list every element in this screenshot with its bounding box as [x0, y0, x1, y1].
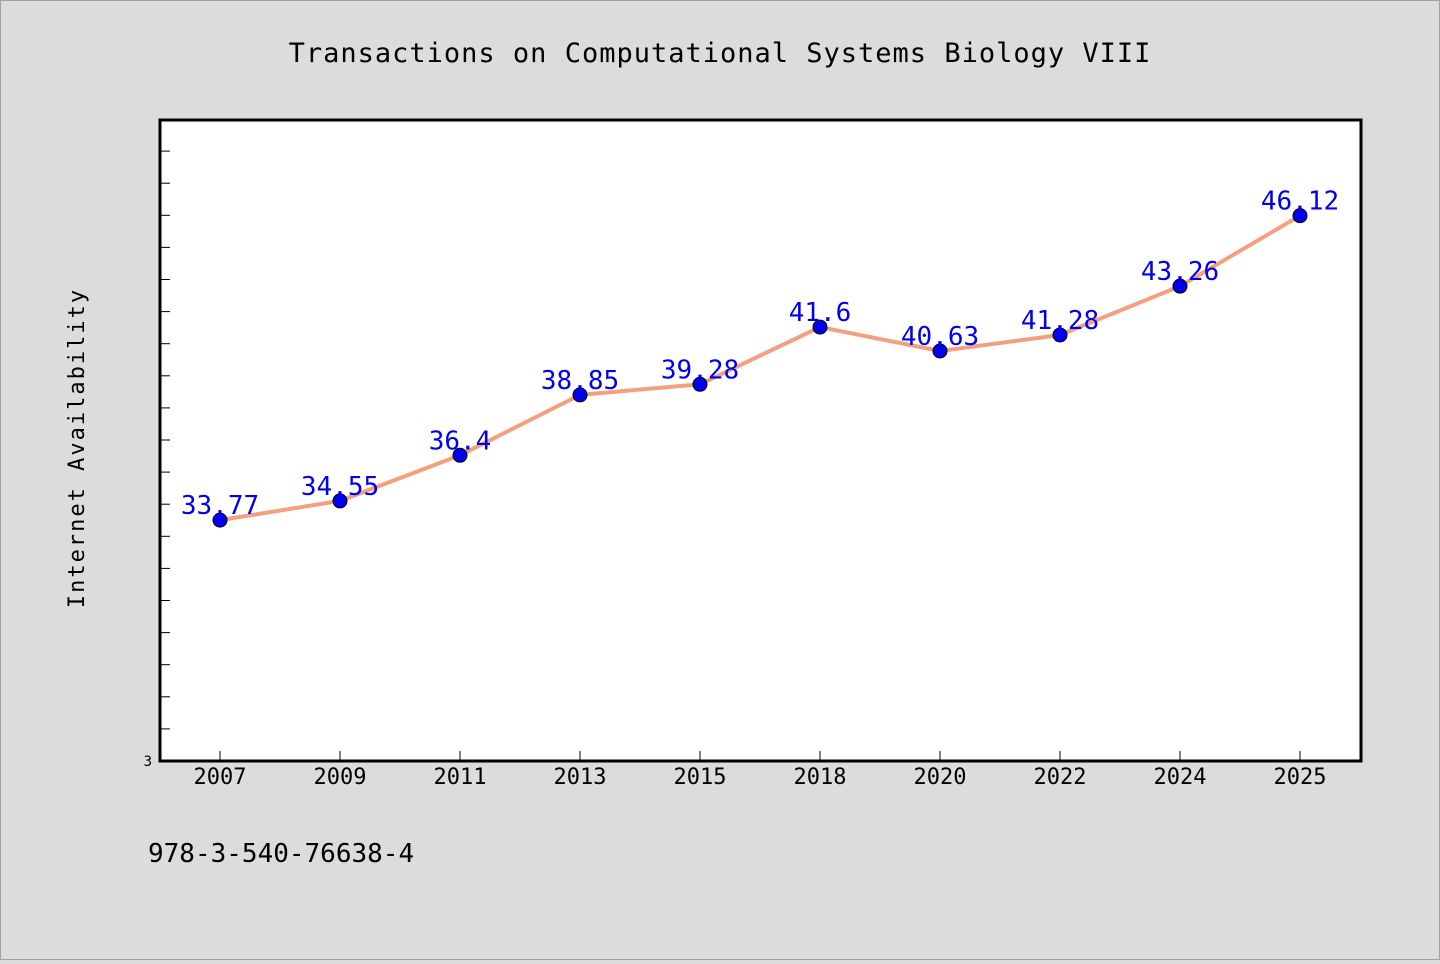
chart-title: Transactions on Computational Systems Bi… [289, 38, 1152, 69]
y-tick-label-min: 3 [144, 754, 152, 770]
data-point [1172, 278, 1188, 294]
x-tick-label: 2009 [314, 765, 367, 790]
data-label: 41.6 [789, 298, 852, 328]
data-label: 38.85 [541, 366, 619, 396]
data-label: 46.12 [1261, 187, 1339, 217]
data-point [1052, 327, 1068, 343]
data-point [1292, 208, 1308, 224]
x-tick-label: 2007 [194, 765, 247, 790]
data-label: 40.63 [901, 322, 979, 352]
y-axis-ticks [160, 150, 170, 762]
x-tick-label: 2015 [674, 765, 727, 790]
plot-area [158, 118, 1363, 763]
x-tick-label: 2013 [554, 765, 607, 790]
x-tick-label: 2011 [434, 765, 487, 790]
data-point [572, 387, 588, 403]
data-point [212, 512, 228, 528]
x-tick-label: 2018 [794, 765, 847, 790]
data-label: 34.55 [301, 472, 379, 502]
x-tick-label: 2022 [1034, 765, 1087, 790]
x-tick-label: 2025 [1274, 765, 1327, 790]
data-label: 36.4 [429, 426, 492, 456]
data-label: 33.77 [181, 491, 259, 521]
data-label: 41.28 [1021, 306, 1099, 336]
series-line [218, 213, 1302, 523]
data-point [332, 493, 348, 509]
x-axis-ticks: 2007 2009 2011 2013 2015 2018 2020 2022 2024 2025 [194, 751, 1327, 790]
data-point [692, 376, 708, 392]
data-labels-layer: 33.77 34.55 36.4 38.85 39.28 41.6 40.63 41.28 43… [181, 187, 1339, 521]
x-tick-label: 2024 [1154, 765, 1207, 790]
data-point [932, 343, 948, 359]
x-tick-label: 2020 [914, 765, 967, 790]
data-label: 43.26 [1141, 257, 1219, 287]
y-axis-label: Internet Availability [65, 288, 90, 608]
data-label: 39.28 [661, 355, 739, 385]
data-point [812, 319, 828, 335]
data-point [452, 447, 468, 463]
series-layer [212, 208, 1308, 528]
footer-isbn: 978-3-540-76638-4 [148, 839, 414, 869]
